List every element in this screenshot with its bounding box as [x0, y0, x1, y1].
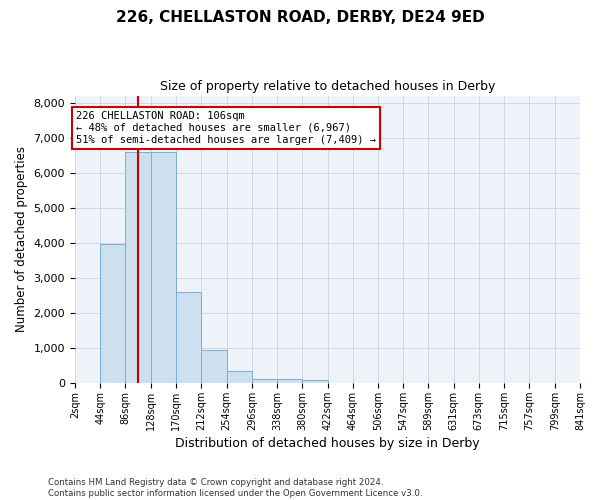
Bar — [176, 292, 202, 383]
Bar — [252, 378, 277, 383]
Bar — [227, 370, 252, 383]
Title: Size of property relative to detached houses in Derby: Size of property relative to detached ho… — [160, 80, 495, 93]
Bar — [125, 152, 151, 383]
Text: 226 CHELLASTON ROAD: 106sqm
← 48% of detached houses are smaller (6,967)
51% of : 226 CHELLASTON ROAD: 106sqm ← 48% of det… — [76, 112, 376, 144]
Bar — [151, 152, 176, 383]
X-axis label: Distribution of detached houses by size in Derby: Distribution of detached houses by size … — [175, 437, 480, 450]
Bar — [100, 244, 125, 383]
Text: Contains HM Land Registry data © Crown copyright and database right 2024.
Contai: Contains HM Land Registry data © Crown c… — [48, 478, 422, 498]
Bar — [302, 380, 328, 383]
Bar — [202, 350, 227, 383]
Bar — [277, 379, 302, 383]
Text: 226, CHELLASTON ROAD, DERBY, DE24 9ED: 226, CHELLASTON ROAD, DERBY, DE24 9ED — [116, 10, 484, 25]
Y-axis label: Number of detached properties: Number of detached properties — [15, 146, 28, 332]
